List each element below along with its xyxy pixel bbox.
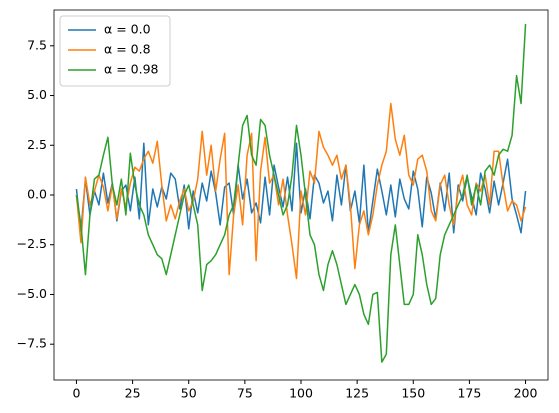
legend-label: α = 0.98 — [104, 62, 159, 77]
legend-box — [59, 15, 171, 87]
x-tick-label: 25 — [125, 386, 141, 401]
y-tick-label: 5.0 — [27, 87, 47, 102]
x-tick-label: 50 — [181, 386, 197, 401]
x-tick-label: 125 — [345, 386, 369, 401]
y-tick-label: −7.5 — [17, 336, 47, 351]
x-tick-label: 175 — [457, 386, 481, 401]
legend-label: α = 0.0 — [104, 22, 151, 37]
y-tick-label: −2.5 — [17, 236, 47, 251]
legend: α = 0.0 α = 0.8 α = 0.98 — [59, 15, 171, 87]
x-tick-label: 0 — [72, 386, 80, 401]
series-line — [75, 102, 527, 280]
x-tick-label: 200 — [514, 386, 538, 401]
series-line — [75, 142, 527, 234]
legend-label: α = 0.8 — [104, 42, 151, 57]
x-tick-label: 100 — [289, 386, 313, 401]
plot-frame — [53, 9, 549, 381]
x-tick-label: 75 — [237, 386, 253, 401]
y-tick-label: 0.0 — [27, 187, 47, 202]
y-tick-label: 2.5 — [27, 137, 47, 152]
y-tick-label: 7.5 — [27, 37, 47, 52]
x-tick-label: 150 — [401, 386, 425, 401]
series-line — [75, 23, 527, 363]
y-tick-label: −5.0 — [17, 286, 47, 301]
